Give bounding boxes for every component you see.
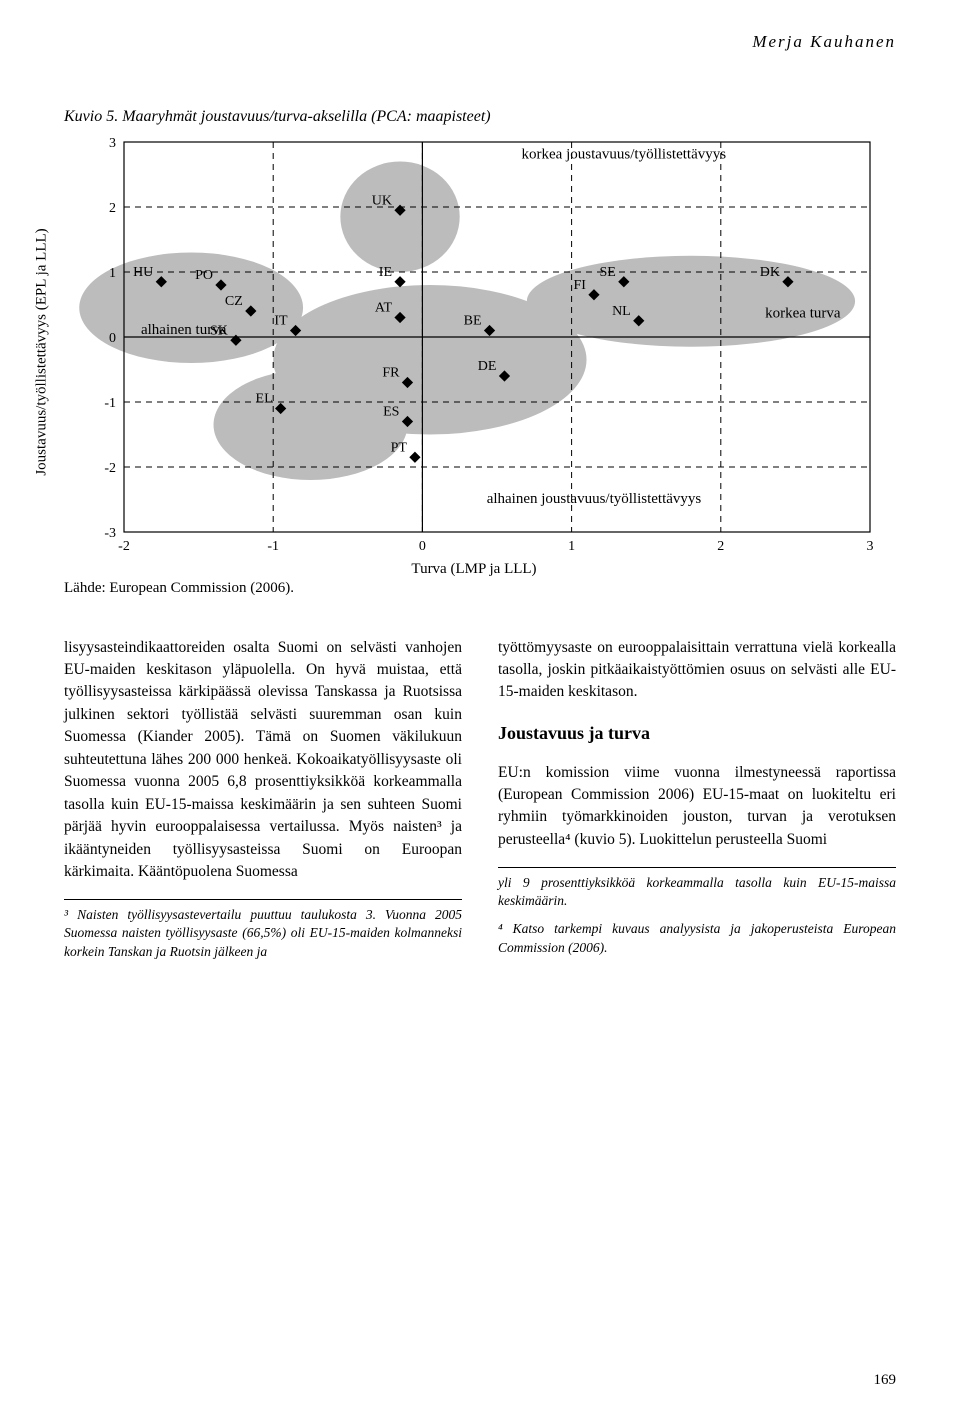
svg-text:EL: EL	[256, 392, 273, 407]
right-body-2: EU:n komission viime vuonna ilmestyneess…	[498, 762, 896, 852]
svg-text:AT: AT	[375, 301, 393, 316]
svg-text:IT: IT	[274, 314, 288, 329]
svg-text:DK: DK	[760, 265, 780, 280]
svg-text:FI: FI	[574, 278, 587, 293]
svg-text:PT: PT	[391, 440, 408, 455]
svg-text:-3: -3	[104, 526, 116, 541]
svg-text:0: 0	[109, 331, 116, 346]
left-column: lisyysasteindikaattoreiden osalta Suomi …	[64, 621, 462, 961]
svg-text:3: 3	[867, 539, 874, 554]
right-footnote-2: ⁴ Katso tarkempi kuvaus analyysista ja j…	[498, 920, 896, 956]
right-heading: Joustavuus ja turva	[498, 720, 896, 746]
svg-text:-1: -1	[267, 539, 279, 554]
left-body: lisyysasteindikaattoreiden osalta Suomi …	[64, 637, 462, 884]
x-axis-label: Turva (LMP ja LLL)	[411, 561, 536, 578]
right-body-1: työttömyysaste on eurooppalaisittain ver…	[498, 637, 896, 704]
right-column: työttömyysaste on eurooppalaisittain ver…	[498, 621, 896, 961]
svg-text:PO: PO	[195, 268, 213, 283]
svg-text:HU: HU	[133, 265, 153, 280]
figure-caption: Kuvio 5. Maaryhmät joustavuus/turva-akse…	[64, 108, 896, 126]
svg-text:UK: UK	[372, 193, 392, 208]
svg-text:1: 1	[109, 266, 116, 281]
right-footnote-1: yli 9 prosenttiyksikköä korkeammalla tas…	[498, 867, 896, 910]
svg-text:korkea joustavuus/työllistettä: korkea joustavuus/työllistettävyys	[522, 146, 727, 162]
svg-text:1: 1	[568, 539, 575, 554]
svg-text:-2: -2	[118, 539, 130, 554]
svg-text:korkea turva: korkea turva	[765, 306, 841, 322]
svg-text:DE: DE	[478, 359, 497, 374]
chart-svg: -2-10123-3-2-10123HUPOCZSKITELUKIEATFRES…	[64, 132, 884, 572]
svg-text:3: 3	[109, 136, 116, 151]
running-head: Merja Kauhanen	[752, 32, 896, 52]
svg-text:ES: ES	[383, 405, 399, 420]
svg-text:0: 0	[419, 539, 426, 554]
left-footnote: ³ Naisten työllisyysastevertailu puuttuu…	[64, 899, 462, 961]
page-number: 169	[874, 1372, 897, 1389]
svg-text:BE: BE	[464, 314, 482, 329]
figure-source: Lähde: European Commission (2006).	[64, 580, 896, 597]
scatter-chart: Joustavuus/työllistettävyys (EPL ja LLL)…	[64, 132, 884, 572]
svg-text:FR: FR	[382, 366, 400, 381]
y-axis-label: Joustavuus/työllistettävyys (EPL ja LLL)	[34, 228, 51, 475]
svg-text:2: 2	[717, 539, 724, 554]
svg-text:-2: -2	[104, 461, 116, 476]
svg-text:alhainen turva: alhainen turva	[141, 322, 227, 338]
svg-text:2: 2	[109, 201, 116, 216]
svg-text:CZ: CZ	[225, 294, 243, 309]
svg-text:NL: NL	[612, 304, 631, 319]
svg-text:SE: SE	[599, 265, 615, 280]
svg-text:IE: IE	[379, 265, 392, 280]
svg-text:-1: -1	[104, 396, 116, 411]
svg-text:alhainen joustavuus/työllistet: alhainen joustavuus/työllistettävyys	[487, 491, 702, 507]
